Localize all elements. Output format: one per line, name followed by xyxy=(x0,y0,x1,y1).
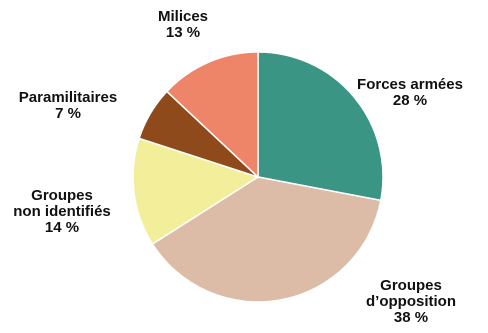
pie-slice-4 xyxy=(165,51,259,179)
pie-slice-label-line: d’opposition xyxy=(366,293,456,310)
pie-labels: Forces armées 28 %Groupes d’opposition 38 %… xyxy=(13,8,463,326)
pie-slices xyxy=(132,51,384,303)
pie-slice-label-line: Forces armées xyxy=(357,76,463,93)
pie-slice-label-line: 28 % xyxy=(393,92,427,109)
pie-slice-label-line: 13 % xyxy=(166,24,200,41)
pie-slice-label-4: Milices 13 % xyxy=(158,8,208,41)
pie-slice-label-line: Groupes xyxy=(31,187,93,204)
pie-slice-label-3: Paramilitaires 7 % xyxy=(19,89,117,122)
pie-slice-label-1: Groupes d’opposition 38 % xyxy=(366,277,456,326)
pie-slice-2 xyxy=(132,137,260,246)
pie-slice-label-line: 7 % xyxy=(55,105,81,122)
pie-slice-label-line: Groupes xyxy=(380,277,442,294)
pie-slice-label-line: Paramilitaires xyxy=(19,89,117,106)
pie-slice-label-0: Forces armées 28 % xyxy=(357,76,463,109)
pie-slice-label-line: Milices xyxy=(158,8,208,25)
pie-slice-0 xyxy=(257,51,384,202)
pie-slice-label-2: Groupes non identifiés 14 % xyxy=(13,187,111,236)
pie-slice-label-line: non identifiés xyxy=(13,203,111,220)
pie-slice-label-line: 14 % xyxy=(45,219,79,236)
pie-slice-label-line: 38 % xyxy=(394,309,428,326)
